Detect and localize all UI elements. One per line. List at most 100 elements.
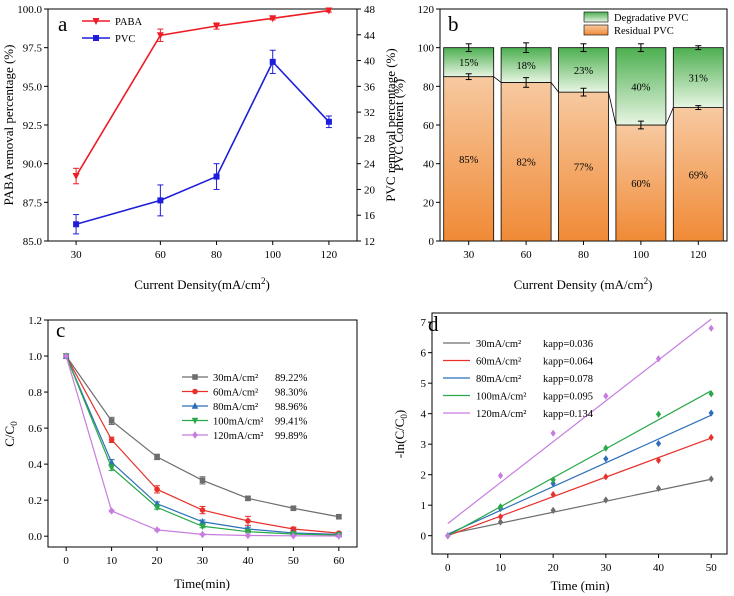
panel-b-y-tick-label: 120 <box>418 4 435 16</box>
panel-d-y-tick-label: 7 <box>421 317 427 329</box>
panel-c-legend-s5-label: 120mA/cm² <box>213 431 263 442</box>
panel-b-letter: b <box>448 12 459 36</box>
panel-a-y-tick-label: 100.0 <box>17 4 42 16</box>
panel-d-series-s3-fit-line <box>447 414 712 535</box>
panel-d-y-tick-label: 3 <box>421 439 427 451</box>
panel-d-x-tick-label: 40 <box>653 562 665 574</box>
panel-b-residual-errorbar <box>465 73 472 81</box>
panel-b-y-tick-label: 40 <box>423 159 435 171</box>
panel-d-series-s2-point <box>655 456 662 464</box>
panel-a-y-tick-label: 95.0 <box>23 81 43 93</box>
panel-a-axes: 30 60 80 100 120 85.0 87.5 90.0 92.5 95.0 97.5 100.… <box>17 4 375 261</box>
panel-c-series <box>62 352 343 540</box>
panel-c-legend-s1-removal: 89.22% <box>275 373 308 384</box>
panel-d-series-s3-point <box>655 439 662 448</box>
panel-c-legend-s5-marker <box>192 431 198 439</box>
panel-c-series-s4-point <box>108 464 115 472</box>
panel-b-x-tick-label: 60 <box>521 249 533 261</box>
panel-c-legend-s4-removal: 99.41% <box>275 417 308 428</box>
panel-c-y-tick-label: 0.4 <box>28 459 42 471</box>
panel-c-series-s1-point <box>290 505 297 512</box>
panel-c-axes: 0 10 20 30 40 50 60 0.0 0.2 0.4 0.6 0.8 1.0 1.2 <box>28 315 345 567</box>
panel-c-x-tick-label: 0 <box>63 555 69 567</box>
panel-d-x-tick-label: 0 <box>445 562 451 574</box>
panel-a-x-axis-label: Current Density(mA/cm2) <box>134 276 270 292</box>
panel-d-legend-s2-name: 60mA/cm² <box>476 357 521 368</box>
panel-c-series-s1-point <box>336 513 342 520</box>
panel-d-series-s3-point <box>603 455 609 463</box>
panel-a-y2-tick-label: 36 <box>364 81 376 93</box>
panel-b-total-errorbar <box>580 43 587 53</box>
panel-b-degradative-bar <box>615 47 667 126</box>
panel-c-series-s5-point <box>336 532 342 540</box>
panel-a-paba-point <box>213 23 221 31</box>
panel-b-legend-degradative-swatch <box>583 11 609 23</box>
panel-c-legend-s5-name: 120mA/cm² <box>213 431 263 442</box>
panel-b-degradative-pct: 40% <box>631 82 651 93</box>
panel-d-series-s4-point <box>603 444 609 452</box>
panel-c-y-tick-label: 0.6 <box>28 423 42 435</box>
panel-c-y-tick-label: 0.2 <box>28 495 42 507</box>
panel-c-legend-s1-label: 30mA/cm² <box>213 373 258 384</box>
panel-b-residual-bar <box>443 76 495 242</box>
panel-b-residual-pct: 82% <box>516 158 536 169</box>
panel-c-legend: 30mA/cm² 89.22% 60mA/cm² 98.30% 80mA/cm² 98.9… <box>182 373 308 442</box>
panel-b-degradative-pct: 23% <box>574 66 594 77</box>
panel-d-series-s1-point <box>550 506 556 514</box>
panel-d-x-tick-label: 10 <box>495 562 507 574</box>
panel-a-y-tick-label: 90.0 <box>23 159 43 171</box>
panel-d-series-s1-point <box>497 518 504 526</box>
panel-c-series-s1-point <box>108 418 115 424</box>
panel-d-legend-s5-label: 120mA/cm² <box>476 409 526 420</box>
panel-d-x-tick-label: 30 <box>600 562 612 574</box>
panel-c-legend-s3-label: 80mA/cm² <box>213 402 258 413</box>
panel-a-y2-tick-label: 20 <box>364 184 376 196</box>
panel-b-residual-errorbar <box>580 87 587 97</box>
panel-c-x-tick-label: 40 <box>242 555 254 567</box>
panel-c-legend-s2-name: 60mA/cm² <box>213 388 258 399</box>
panel-b-residual-pct: 77% <box>574 163 594 174</box>
panel-c-legend-s5-removal: 99.89% <box>275 431 308 442</box>
panel-c-y-tick-label: 0.0 <box>28 531 42 543</box>
panel-d-legend-s1-kapp: kapp=0.036 <box>543 339 593 350</box>
panel-c-series-s4-point <box>199 523 206 531</box>
panel-c-series-s5-point <box>245 531 251 540</box>
panel-b-x-tick-label: 80 <box>578 249 590 261</box>
panel-d-series-s4-fit-line <box>447 390 712 537</box>
panel-d: d Time (min) -ln(C/C0) 0 10 20 30 40 50 0 1 2 3 4 5… <box>392 312 728 593</box>
panel-d-y-tick-label: 4 <box>421 409 427 421</box>
panel-a-pvc-point <box>213 173 220 180</box>
panel-b-y-tick-label: 20 <box>423 197 435 209</box>
panel-a-y2-tick-label: 24 <box>364 159 376 171</box>
panel-b-legend-degradative-label: Degradative PVC <box>614 13 688 24</box>
panel-c-series-s1-point <box>199 477 206 484</box>
panel-a-paba-point <box>72 173 80 181</box>
panel-d-legend-s4-label: 100mA/cm² <box>476 392 526 403</box>
panel-c-x-tick-label: 60 <box>333 555 345 567</box>
panel-b-legend-residual-swatch <box>583 24 609 36</box>
panel-d-series-s2-point <box>603 473 609 481</box>
panel-a-pvc-point <box>157 197 164 204</box>
panel-c-series-s5-point <box>154 526 160 534</box>
panel-c-legend-s3-marker <box>191 402 199 409</box>
panel-b-residual-bar <box>500 82 552 242</box>
panel-c-x-tick-label: 30 <box>197 555 209 567</box>
panel-d-legend-s3-name: 80mA/cm² <box>476 374 521 385</box>
panel-d-series-s3-point <box>550 479 556 488</box>
panel-d-legend-s4-kapp: kapp=0.095 <box>543 392 593 403</box>
panel-d-series-s3-point <box>708 409 714 417</box>
panel-a-y-tick-label: 92.5 <box>23 120 43 132</box>
panel-d-legend-s1-label: 30mA/cm² <box>476 339 521 350</box>
panel-d-series-s2-fit-line <box>447 437 712 537</box>
panel-b-degradative-bar <box>558 47 609 93</box>
panel-b-x-axis-label: Current Density (mA/cm2) <box>514 276 653 292</box>
panel-c-series-s5-point <box>290 532 297 540</box>
panel-d-y-tick-label: 6 <box>421 348 427 360</box>
panel-d-series-s5-point <box>655 355 662 363</box>
panel-d-series-s4-point <box>497 503 504 511</box>
panel-c-legend-s4-label: 100mA/cm² <box>213 417 263 428</box>
panel-b-x-tick-label: 100 <box>633 249 650 261</box>
panel-b-degradative-pct: 31% <box>689 74 709 85</box>
panel-c-y-axis-label: C/C0 <box>2 421 19 447</box>
panel-c-x-tick-label: 10 <box>106 555 118 567</box>
